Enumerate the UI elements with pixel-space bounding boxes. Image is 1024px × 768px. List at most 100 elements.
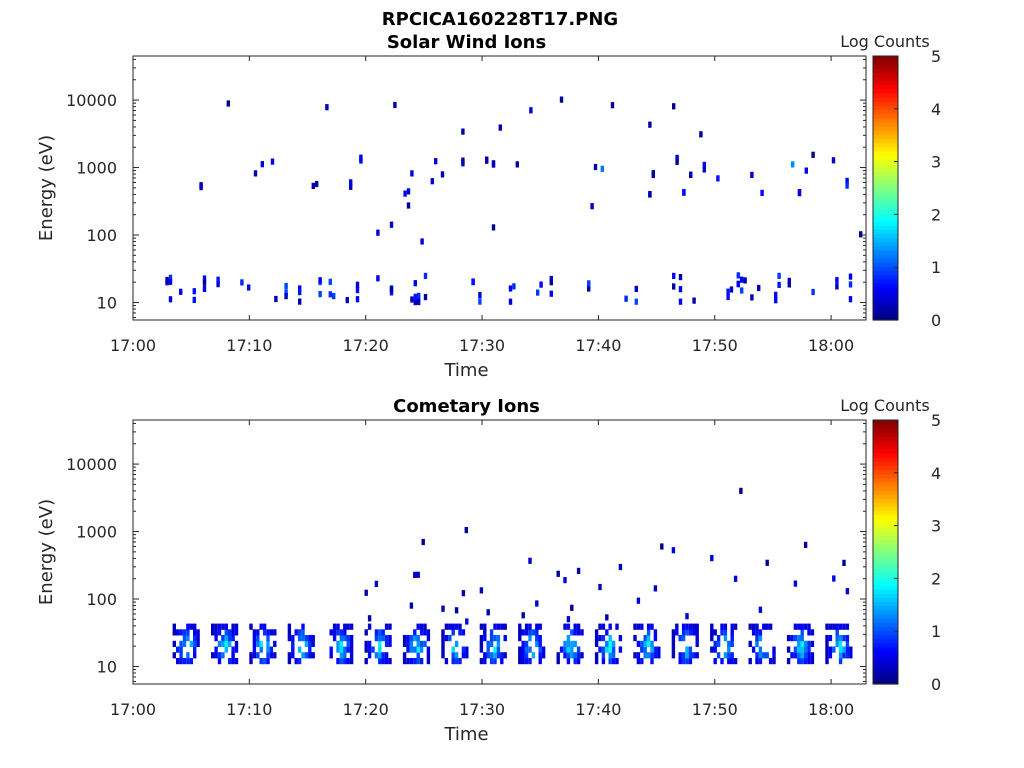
spectrogram-cell xyxy=(608,652,612,659)
spectrogram-cell xyxy=(573,652,577,659)
spectrogram-cell xyxy=(576,646,581,653)
colorbar-segment xyxy=(873,315,898,321)
spectrogram-cell xyxy=(835,277,839,284)
spectrogram-cell xyxy=(346,623,350,630)
spectrogram-cell xyxy=(685,623,689,630)
spectrogram-cell xyxy=(332,293,336,300)
spectrogram-cell xyxy=(381,629,385,636)
spectrogram-cell xyxy=(726,293,730,301)
spectrogram-cell xyxy=(416,652,420,659)
spectrogram-cell xyxy=(364,629,368,636)
spectrogram-cell xyxy=(672,283,676,290)
x-tick-label: 17:10 xyxy=(226,336,272,355)
spectrogram-cell xyxy=(723,635,728,642)
y-tick-label: 10 xyxy=(97,657,117,676)
spectrogram-cell xyxy=(787,277,791,284)
spectrogram-cell xyxy=(508,298,513,305)
spectrogram-cell xyxy=(193,623,197,630)
spectrogram-cell xyxy=(842,646,846,653)
colorbar-segment xyxy=(873,589,898,594)
spectrogram-cell xyxy=(193,635,197,642)
spectrogram-cell xyxy=(845,623,850,630)
spectrogram-cell xyxy=(430,178,434,185)
spectrogram-cell xyxy=(803,646,808,653)
spectrogram-cell xyxy=(636,640,641,647)
spectrogram-cell xyxy=(648,121,652,128)
spectrogram-cell xyxy=(739,487,743,494)
colorbar-segment xyxy=(873,68,898,74)
spectrogram-cell xyxy=(301,629,305,636)
spectrogram-cell xyxy=(199,184,203,191)
spectrogram-cell xyxy=(423,294,428,301)
spectrogram-cell xyxy=(531,629,536,636)
spectrogram-cell xyxy=(848,296,853,303)
colorbar-segment xyxy=(873,444,898,450)
spectrogram-cell xyxy=(524,640,529,647)
spectrogram-cell xyxy=(797,189,802,196)
spectrogram-cell xyxy=(838,623,843,630)
spectrogram-cell xyxy=(835,623,839,630)
spectrogram-cell xyxy=(196,629,200,636)
spectrogram-cell xyxy=(828,623,833,630)
colorbar-segment xyxy=(873,212,898,218)
spectrogram-cell xyxy=(176,646,180,653)
spectrogram-cell xyxy=(311,635,315,642)
spectrogram-cell xyxy=(249,652,253,659)
spectrogram-cell xyxy=(650,623,654,630)
spectrogram-cell xyxy=(803,623,808,630)
spectrogram-cell xyxy=(618,635,623,642)
spectrogram-cell xyxy=(500,652,504,659)
spectrogram-cell xyxy=(710,623,714,630)
spectrogram-cell xyxy=(498,124,502,131)
spectrogram-cell xyxy=(328,278,332,285)
spectrogram-cell xyxy=(454,607,459,614)
spectrogram-cell xyxy=(803,541,808,548)
spectrogram-cell xyxy=(563,652,567,659)
spectrogram-cell xyxy=(297,646,302,653)
x-tick-label: 17:30 xyxy=(459,336,505,355)
spectrogram-cell xyxy=(797,640,801,647)
spectrogram-cell xyxy=(315,180,319,188)
spectrogram-cell xyxy=(807,623,811,630)
spectrogram-cell xyxy=(381,658,385,665)
spectrogram-cell xyxy=(349,623,354,630)
spectrogram-cell xyxy=(598,635,602,642)
figure-title: RPCICA160228T17.PNG xyxy=(382,9,618,30)
colorbar-tick-label: 1 xyxy=(931,258,941,277)
colorbar-segment xyxy=(873,601,898,607)
x-tick-label: 17:50 xyxy=(692,336,738,355)
spectrogram-cell xyxy=(601,658,606,665)
colorbar-segment xyxy=(873,109,898,115)
spectrogram-cell xyxy=(508,285,513,292)
spectrogram-cell xyxy=(423,640,427,647)
spectrogram-cell xyxy=(538,658,542,665)
spectrogram-cell xyxy=(464,527,468,534)
colorbar-segment xyxy=(873,229,898,234)
spectrogram-cell xyxy=(489,640,494,647)
spectrogram-cell xyxy=(730,629,734,636)
spectrogram-cell xyxy=(416,658,420,665)
spectrogram-cell xyxy=(176,629,180,636)
spectrogram-cell xyxy=(336,629,340,636)
panel-title: Cometary Ions xyxy=(393,396,540,417)
spectrogram-cell xyxy=(538,623,542,630)
spectrogram-cell xyxy=(723,623,728,630)
spectrogram-cell xyxy=(311,652,315,659)
spectrogram-cell xyxy=(730,658,734,665)
spectrogram-cell xyxy=(573,629,577,636)
spectrogram-cell xyxy=(566,652,571,659)
spectrogram-cell xyxy=(797,652,801,659)
spectrogram-cell xyxy=(294,658,298,665)
spectrogram-cell xyxy=(733,658,738,665)
colorbar-segment xyxy=(873,519,898,524)
spectrogram-cell xyxy=(266,640,270,647)
spectrogram-cell xyxy=(786,658,791,665)
spectrogram-cell xyxy=(608,635,612,642)
spectrogram-cell xyxy=(266,635,270,642)
spectrogram-cell xyxy=(224,646,228,653)
spectrogram-cell xyxy=(266,658,270,665)
spectrogram-cell xyxy=(566,623,571,630)
spectrogram-cell xyxy=(678,274,683,281)
spectrogram-cell xyxy=(489,635,494,642)
spectrogram-cell xyxy=(413,571,417,578)
